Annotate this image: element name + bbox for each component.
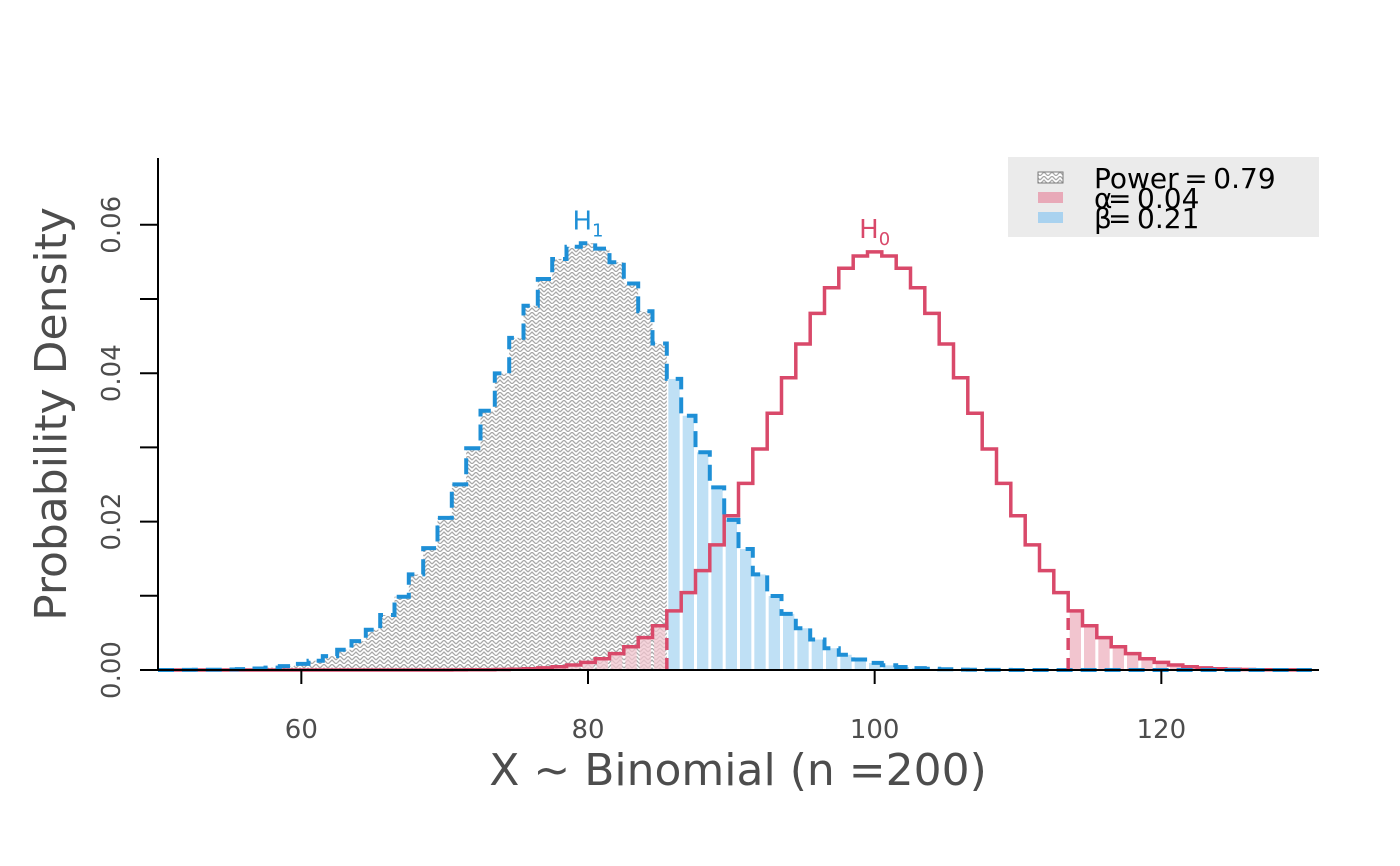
h1-label: H1 [572, 206, 603, 241]
beta-bar [768, 596, 780, 670]
x-tick-label: 100 [850, 715, 900, 745]
beta-bar [811, 639, 823, 670]
alpha-bar [639, 637, 651, 670]
power-bar [351, 641, 366, 670]
x-tick-label: 80 [571, 715, 604, 745]
alpha-bar [1098, 637, 1110, 670]
alpha-bar [1084, 625, 1096, 670]
alpha-bar [654, 625, 666, 670]
alpha-bar [596, 658, 608, 670]
bars-layer [222, 243, 1253, 671]
beta-bar [697, 452, 709, 670]
power-bar [523, 305, 538, 670]
power-bar [652, 343, 667, 670]
y-axis-title: Probability Density [26, 207, 77, 621]
power-bar [566, 246, 581, 670]
alpha-bar [1112, 646, 1124, 670]
beta-bar [854, 659, 866, 670]
power-bar [451, 484, 467, 670]
beta-bar [840, 654, 852, 670]
legend-label: = 0.04 [1108, 182, 1199, 215]
power-bar [466, 448, 481, 670]
power-bar [552, 258, 567, 670]
power-bar [638, 311, 653, 670]
beta-bar [740, 549, 752, 670]
legend: Power = 0.79α= 0.04β= 0.21 [1008, 157, 1319, 237]
power-bar [294, 663, 309, 670]
power-bar [537, 279, 553, 670]
power-bar [337, 649, 352, 670]
axes-layer: 60 80 100 120 0.00 0.02 0.04 0.06 [97, 158, 1319, 745]
power-bar [494, 373, 510, 670]
beta-bar [869, 662, 881, 670]
legend-symbol: α [1094, 182, 1112, 215]
alpha-bar [625, 646, 637, 670]
legend-swatch [1038, 212, 1063, 223]
beta-bar [783, 613, 795, 670]
beta-bar [668, 378, 680, 670]
y-tick-label: 0.04 [97, 344, 127, 402]
beta-bar [754, 574, 766, 670]
x-tick-label: 60 [285, 715, 318, 745]
legend-swatch [1038, 192, 1063, 203]
y-tick-label: 0.06 [97, 196, 127, 254]
beta-bar [797, 628, 809, 670]
beta-bar [682, 415, 694, 670]
alpha-bar [611, 653, 623, 670]
x-axis-title: X ~ Binomial (n =200) [489, 745, 987, 796]
y-tick-label: 0.00 [97, 641, 127, 699]
h0-label: H0 [859, 215, 890, 250]
y-tick-label: 0.02 [97, 493, 127, 551]
power-bar [308, 660, 323, 670]
power-bar [623, 283, 639, 670]
power-bar [509, 337, 524, 670]
power-bar [380, 615, 395, 670]
alpha-bar [1141, 658, 1153, 670]
power-bar [595, 248, 610, 670]
alpha-bar [582, 662, 594, 670]
legend-swatch [1037, 171, 1064, 184]
x-tick-label: 120 [1137, 715, 1187, 745]
power-bar [580, 243, 596, 671]
legend-label: Power = 0.79 [1094, 162, 1276, 195]
power-bar [423, 548, 438, 670]
power-bar [480, 410, 495, 670]
alpha-bar [568, 664, 580, 670]
power-bar [408, 574, 424, 670]
power-bar [437, 517, 452, 670]
power-bar [365, 629, 381, 670]
legend-label: = 0.21 [1108, 202, 1199, 235]
alpha-bar [1170, 664, 1182, 670]
legend-symbol: β [1094, 202, 1112, 235]
beta-bar [711, 487, 723, 670]
beta-bar [725, 519, 737, 670]
power-bar [322, 656, 338, 670]
alpha-bar [1069, 610, 1081, 670]
beta-bar [826, 648, 838, 670]
alpha-bar [1127, 653, 1139, 670]
labels-layer: H1 H0 [572, 206, 890, 250]
alpha-bar [1155, 662, 1167, 670]
power-bar [394, 596, 409, 670]
power-bar [609, 262, 624, 670]
beta-bar [883, 665, 895, 670]
